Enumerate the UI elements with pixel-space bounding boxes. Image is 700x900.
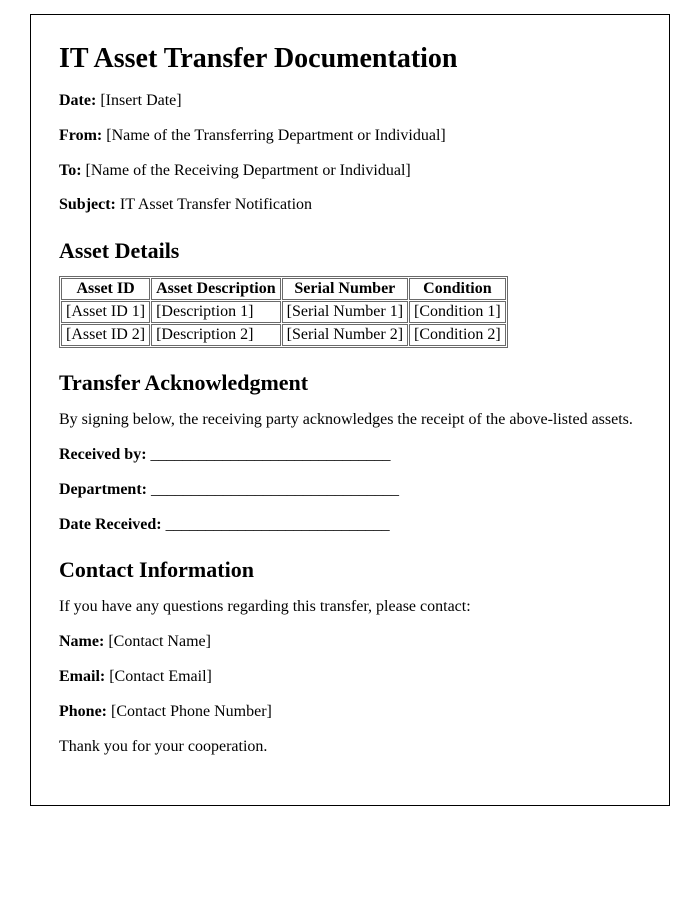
date-received-label: Date Received: [59,516,162,533]
col-serial-number: Serial Number [282,278,408,300]
date-received-blank: ____________________________ [166,516,390,533]
cell-condition: [Condition 2] [409,324,506,346]
cell-asset-description: [Description 2] [151,324,281,346]
date-label: Date: [59,92,96,109]
meta-from: From: [Name of the Transferring Departme… [59,126,641,147]
received-by-label: Received by: [59,446,147,463]
document-page: IT Asset Transfer Documentation Date: [I… [30,14,670,806]
department-label: Department: [59,481,147,498]
received-by-blank: ______________________________ [151,446,391,463]
date-value: [Insert Date] [100,92,181,109]
contact-name: Name: [Contact Name] [59,632,641,653]
to-label: To: [59,162,82,179]
department-blank: _______________________________ [151,481,399,498]
contact-email-value: [Contact Email] [109,668,212,685]
contact-email-label: Email: [59,668,105,685]
date-received-line: Date Received: _________________________… [59,515,641,536]
subject-label: Subject: [59,196,116,213]
cell-asset-id: [Asset ID 1] [61,301,150,323]
closing-text: Thank you for your cooperation. [59,737,641,758]
meta-subject: Subject: IT Asset Transfer Notification [59,195,641,216]
cell-serial-number: [Serial Number 1] [282,301,408,323]
asset-table: Asset ID Asset Description Serial Number… [59,276,508,348]
contact-name-value: [Contact Name] [108,633,211,650]
col-asset-id: Asset ID [61,278,150,300]
contact-intro: If you have any questions regarding this… [59,597,641,618]
from-label: From: [59,127,102,144]
col-asset-description: Asset Description [151,278,281,300]
meta-date: Date: [Insert Date] [59,91,641,112]
acknowledgment-intro: By signing below, the receiving party ac… [59,410,641,431]
contact-name-label: Name: [59,633,104,650]
cell-serial-number: [Serial Number 2] [282,324,408,346]
department-line: Department: ____________________________… [59,480,641,501]
received-by-line: Received by: ___________________________… [59,445,641,466]
cell-condition: [Condition 1] [409,301,506,323]
contact-phone-label: Phone: [59,703,107,720]
subject-value: IT Asset Transfer Notification [120,196,312,213]
cell-asset-id: [Asset ID 2] [61,324,150,346]
contact-phone: Phone: [Contact Phone Number] [59,702,641,723]
asset-details-heading: Asset Details [59,238,641,264]
contact-heading: Contact Information [59,557,641,583]
col-condition: Condition [409,278,506,300]
meta-to: To: [Name of the Receiving Department or… [59,161,641,182]
cell-asset-description: [Description 1] [151,301,281,323]
contact-email: Email: [Contact Email] [59,667,641,688]
to-value: [Name of the Receiving Department or Ind… [86,162,411,179]
table-row: [Asset ID 2] [Description 2] [Serial Num… [61,324,506,346]
page-title: IT Asset Transfer Documentation [59,43,641,75]
acknowledgment-heading: Transfer Acknowledgment [59,370,641,396]
table-row: [Asset ID 1] [Description 1] [Serial Num… [61,301,506,323]
from-value: [Name of the Transferring Department or … [106,127,445,144]
table-header-row: Asset ID Asset Description Serial Number… [61,278,506,300]
contact-phone-value: [Contact Phone Number] [111,703,272,720]
